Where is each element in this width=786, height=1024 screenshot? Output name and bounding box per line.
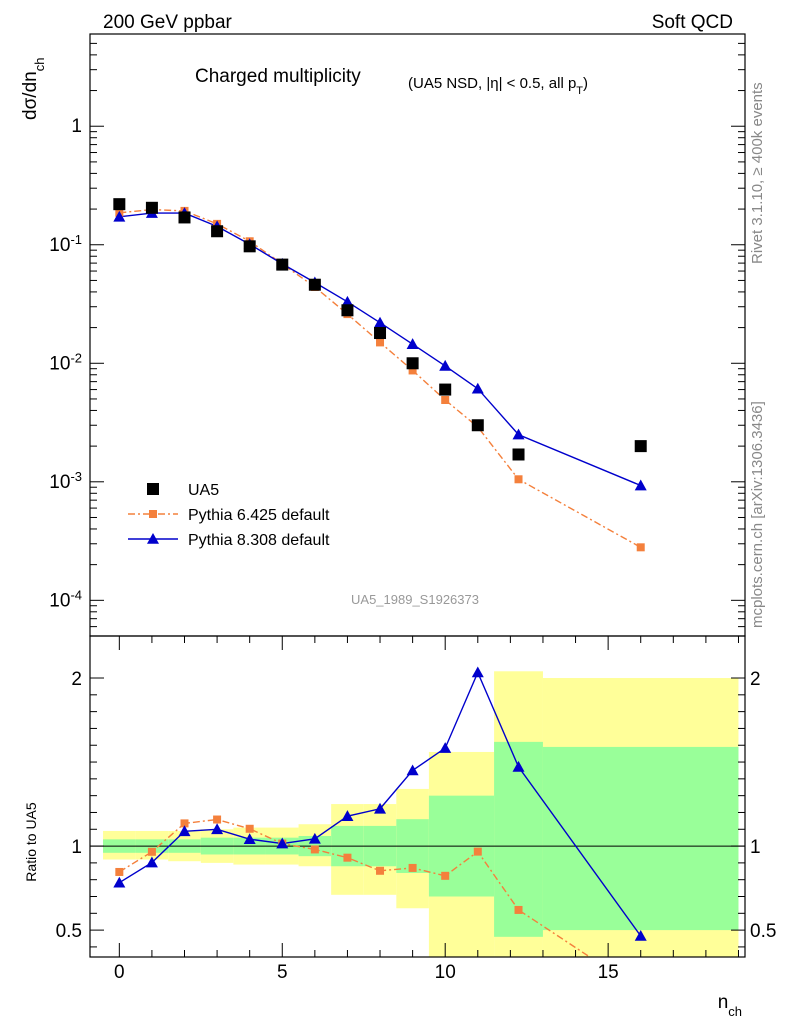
- ua5-data-point: [512, 448, 525, 461]
- pythia6-point: [376, 338, 385, 347]
- chart-title: Charged multiplicity: [195, 66, 361, 87]
- pythia8-ratio-point: [471, 666, 484, 678]
- y-tick-label: 10-1: [49, 231, 82, 256]
- ratio-panel: 0.5 0.5 1 1 2 2 0 5 10 15 Ratio to UA5 nch: [23, 635, 776, 1019]
- y-tick-label: 10-3: [49, 468, 82, 493]
- stat-uncertainty-band: [494, 741, 543, 937]
- pythia6-point: [514, 475, 523, 484]
- ratio-y-tick-label: 2: [71, 669, 82, 690]
- legend: UA5 Pythia 6.425 default Pythia 8.308 defa…: [128, 482, 330, 549]
- pythia8-ratio-point: [276, 837, 289, 849]
- ua5-data-point: [308, 278, 321, 291]
- pythia8-ratio-point: [308, 832, 321, 844]
- pythia6-ratio-point: [473, 847, 482, 856]
- pythia8-ratio-point: [243, 833, 256, 844]
- pythia6-ratio-point: [213, 815, 222, 824]
- pythia8-ratio-line: [118, 670, 642, 937]
- ua5-data-point: [374, 327, 387, 340]
- x-tick-label: 15: [598, 962, 619, 983]
- pythia8-line: [119, 212, 641, 487]
- pythia6-ratio-point: [310, 845, 319, 854]
- x-tick-label: 5: [277, 962, 288, 983]
- pythia8-ratio-point: [374, 802, 387, 814]
- ua5-data-point: [341, 304, 354, 317]
- ratio-y-tick-label-right: 2: [750, 669, 761, 690]
- x-tick-label: 10: [435, 962, 456, 983]
- pythia6-ratio-point: [441, 871, 450, 880]
- legend-ua5-marker: [147, 483, 159, 495]
- main-y-axis-label: dσ/dnch: [20, 58, 47, 120]
- pythia8-point: [341, 295, 354, 307]
- x-tick-label: 0: [114, 962, 125, 983]
- generator-info: Rivet 3.1.10, ≥ 400k events: [749, 82, 766, 264]
- ratio-y-tick-label-right: 0.5: [750, 921, 776, 942]
- ratio-plot-frame: [89, 635, 746, 958]
- pythia6-ratio-point: [245, 824, 254, 833]
- ua5-data-point: [406, 357, 419, 370]
- source-info: mcplots.cern.ch [arXiv:1306.3436]: [749, 401, 766, 628]
- pythia8-ratio-point: [634, 929, 647, 941]
- ua5-data-point: [113, 198, 126, 211]
- pythia8-ratio-point: [178, 825, 191, 837]
- pythia6-point: [636, 543, 645, 552]
- chart-subtitle: (UA5 NSD, |η| < 0.5, all pT): [408, 75, 588, 97]
- pythia6-ratio-line: [118, 818, 592, 957]
- y-tick-label: 10-2: [49, 350, 82, 375]
- pythia8-point: [512, 428, 525, 440]
- stat-uncertainty-band: [542, 746, 739, 931]
- pythia6-ratio-point: [514, 905, 523, 914]
- legend-entry-label: Pythia 8.308 default: [188, 532, 330, 549]
- pythia6-point: [408, 366, 417, 375]
- pythia6-ratio-point: [408, 863, 417, 872]
- pythia8-ratio-point: [113, 876, 126, 888]
- pythia8-point: [634, 479, 647, 491]
- pythia8-point: [439, 359, 452, 371]
- pythia6-ratio-point: [343, 853, 352, 862]
- pythia6-ratio-point: [376, 866, 385, 875]
- ratio-y-tick-label: 1: [71, 837, 82, 858]
- pythia6-ratio-point: [115, 867, 124, 876]
- pythia8-ratio-point: [341, 810, 354, 821]
- y-tick-label: 1: [71, 116, 82, 137]
- ua5-data-point: [178, 211, 191, 224]
- ratio-y-axis-label: Ratio to UA5: [23, 802, 39, 882]
- legend-pythia6-marker: [149, 510, 157, 518]
- ua5-data-point: [276, 258, 289, 271]
- pythia8-ratio-point: [512, 760, 525, 772]
- main-panel: dσ/dnch Charged multiplicity (UA5 NSD, |…: [20, 33, 746, 637]
- analysis-watermark: UA5_1989_S1926373: [351, 592, 479, 607]
- legend-entry-label: UA5: [188, 482, 219, 499]
- x-axis-label: nch: [718, 992, 742, 1019]
- pythia8-ratio-point: [439, 742, 452, 753]
- pythia8-point: [471, 382, 484, 394]
- ratio-y-tick-label-right: 1: [750, 837, 761, 858]
- pythia6-point: [441, 395, 450, 404]
- pythia8-ratio-point: [406, 764, 419, 776]
- y-tick-label: 10-4: [49, 587, 82, 612]
- pythia6-ratio-point: [180, 819, 189, 828]
- category-label: Soft QCD: [652, 12, 733, 33]
- legend-entry-label: Pythia 6.425 default: [188, 507, 330, 524]
- ua5-data-point: [211, 225, 224, 238]
- ua5-data-point: [471, 419, 484, 432]
- pythia8-ratio-point: [211, 823, 224, 835]
- pythia8-ratio-point: [145, 856, 158, 868]
- legend-pythia8-marker: [147, 533, 159, 544]
- pythia6-ratio-point: [147, 847, 156, 856]
- ua5-data-point: [439, 383, 452, 396]
- ua5-data-point: [243, 240, 256, 253]
- pythia8-point: [374, 316, 387, 328]
- ua5-data-point: [145, 201, 158, 214]
- pythia8-point: [113, 210, 126, 222]
- ratio-y-tick-label: 0.5: [56, 921, 82, 942]
- ua5-data-point: [634, 440, 647, 453]
- collision-label: 200 GeV ppbar: [103, 12, 233, 33]
- pythia8-point: [406, 338, 419, 349]
